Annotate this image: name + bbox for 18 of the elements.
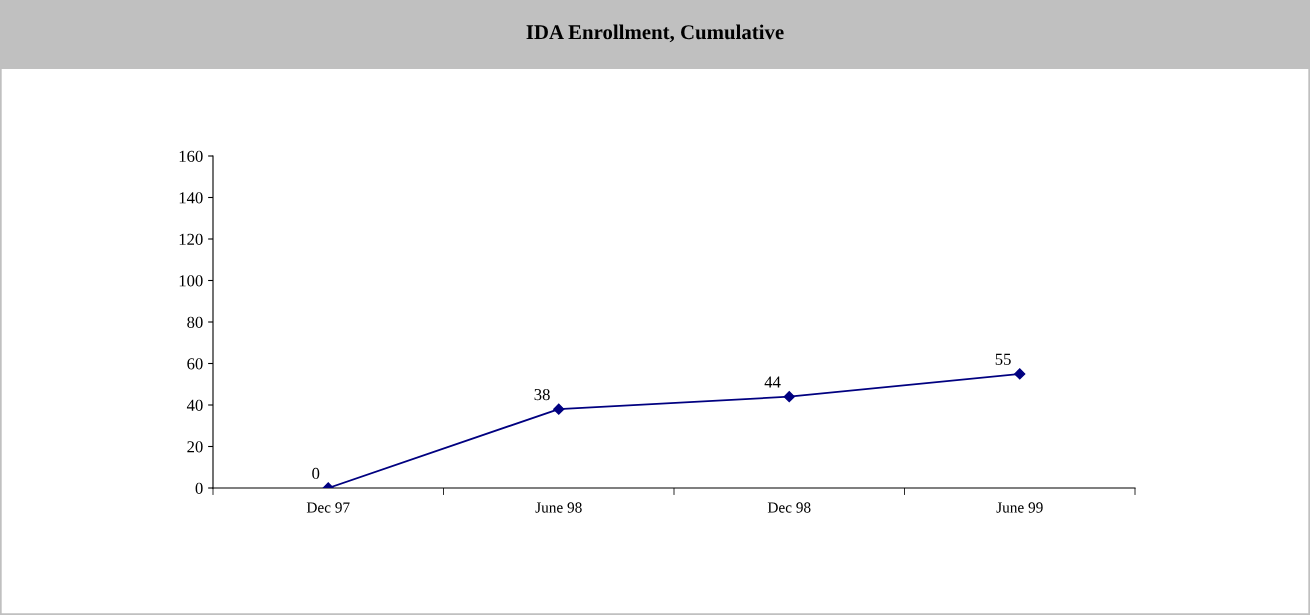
y-tick-label: 100 [179,275,203,287]
data-label: 0 [312,467,320,480]
x-tick-label: Dec 97 [306,502,350,513]
x-tick-label: Dec 98 [767,502,811,513]
y-tick-label: 0 [195,482,203,494]
y-tick-label: 20 [187,441,203,453]
x-tick-label: June 98 [535,502,582,513]
y-tick-label: 160 [179,150,203,162]
y-tick-label: 80 [187,316,203,328]
y-tick-label: 120 [179,233,203,245]
data-label: 38 [534,388,550,401]
y-tick-label: 40 [186,399,203,411]
x-tick-label: June 99 [996,502,1043,513]
chart-title: IDA Enrollment, Cumulative [526,24,784,43]
y-tick-label: 140 [179,192,203,204]
data-label: 55 [995,353,1011,365]
y-tick-label: 60 [187,358,203,370]
data-label: 44 [764,376,781,388]
